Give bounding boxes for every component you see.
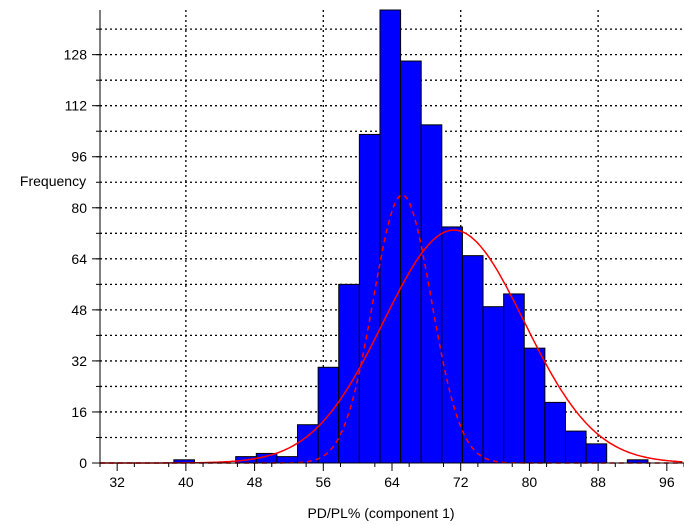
- histogram-bar: [420, 124, 443, 464]
- histogram-bar: [544, 401, 566, 464]
- x-tick-label: 80: [522, 474, 538, 490]
- histogram-bar: [564, 430, 587, 464]
- histogram-bar: [441, 226, 463, 464]
- y-tick-label: 32: [71, 353, 87, 369]
- y-tick-label: 128: [64, 47, 88, 63]
- y-tick-label: 80: [71, 200, 87, 216]
- histogram-bar: [503, 293, 525, 464]
- histogram-bar: [358, 133, 381, 464]
- bars: [173, 9, 649, 464]
- x-tick-label: 40: [178, 474, 194, 490]
- x-tick-label: 56: [316, 474, 332, 490]
- y-tick-label: 0: [79, 455, 87, 471]
- y-ticks: 0 16 32 48 64 80 96 112 128: [64, 28, 100, 471]
- histogram-bar: [482, 306, 505, 464]
- histogram-bar: [379, 9, 402, 464]
- histogram-bar: [276, 456, 299, 464]
- x-tick-label: 32: [109, 474, 125, 490]
- x-tick-label: 48: [247, 474, 263, 490]
- histogram-bar: [585, 443, 608, 464]
- x-tick-label: 88: [590, 474, 606, 490]
- y-tick-label: 16: [71, 404, 87, 420]
- y-tick-label: 48: [71, 302, 87, 318]
- histogram-bar: [461, 255, 484, 464]
- y-tick-label: 112: [65, 98, 88, 114]
- x-axis-label: PD/PL% (component 1): [307, 505, 454, 521]
- y-tick-label: 64: [71, 251, 87, 267]
- x-tick-label: 72: [453, 474, 469, 490]
- x-tick-label: 64: [384, 474, 400, 490]
- x-ticks: 32 40 48 56 64 72 80 88 96: [99, 463, 684, 490]
- y-axis-label: Frequency: [20, 173, 86, 189]
- y-tick-label: 96: [71, 149, 87, 165]
- histogram-bar: [400, 60, 422, 464]
- histogram-bar: [523, 347, 546, 464]
- x-tick-label: 96: [659, 474, 675, 490]
